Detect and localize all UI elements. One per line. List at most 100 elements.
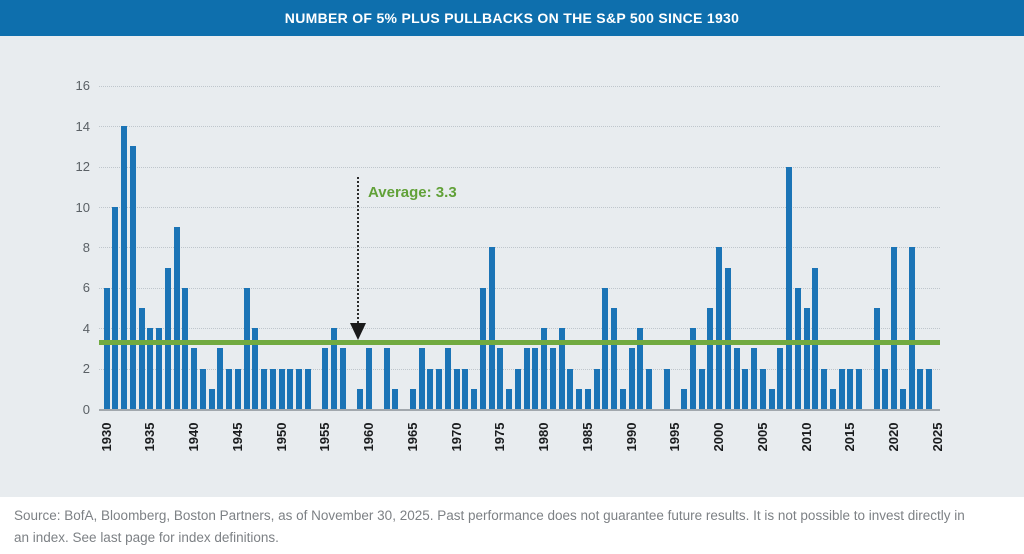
bar-1973 bbox=[479, 287, 486, 409]
x-axis-label-1965: 1965 bbox=[404, 422, 420, 452]
bar-1947 bbox=[252, 328, 259, 409]
x-axis-label-1970: 1970 bbox=[448, 422, 464, 452]
x-axis-label-1950: 1950 bbox=[273, 422, 289, 452]
bar-1940 bbox=[191, 348, 197, 409]
bar-1987 bbox=[602, 287, 609, 409]
bar-1980 bbox=[541, 328, 547, 409]
bar-2008 bbox=[786, 166, 792, 409]
bar-2003 bbox=[742, 368, 749, 409]
bar-1972 bbox=[471, 388, 477, 409]
y-axis-label-16: 16 bbox=[75, 78, 90, 94]
bar-1991 bbox=[637, 328, 644, 409]
y-axis-label-2: 2 bbox=[82, 361, 90, 377]
x-axis-label-2010: 2010 bbox=[798, 422, 814, 452]
bar-1956 bbox=[331, 328, 337, 409]
bar-1942 bbox=[208, 388, 215, 409]
bar-2015 bbox=[847, 368, 854, 409]
bar-1944 bbox=[226, 368, 232, 409]
bar-1930 bbox=[103, 287, 110, 409]
bar-1975 bbox=[497, 348, 504, 409]
bar-2018 bbox=[873, 308, 880, 409]
y-axis-label-10: 10 bbox=[75, 199, 90, 215]
x-axis-label-2020: 2020 bbox=[886, 422, 901, 452]
bar-1966 bbox=[418, 348, 425, 409]
y-axis-label-0: 0 bbox=[82, 401, 90, 417]
average-label: Average: 3.3 bbox=[368, 184, 457, 201]
bar-2019 bbox=[882, 368, 889, 409]
bar-1965 bbox=[409, 388, 416, 409]
average-line bbox=[99, 339, 940, 345]
bar-2014 bbox=[838, 368, 845, 409]
bar-1968 bbox=[436, 368, 442, 409]
bar-2011 bbox=[812, 267, 819, 409]
bar-1955 bbox=[322, 348, 329, 409]
bar-1978 bbox=[523, 348, 530, 409]
y-axis-label-6: 6 bbox=[82, 280, 90, 296]
bar-2021 bbox=[899, 388, 906, 409]
bar-1982 bbox=[558, 328, 565, 409]
bar-2020 bbox=[891, 247, 897, 409]
bar-chart: 0 2 4 6 8 10 12 14 16 1930 1935 1940 1945 1950 1955 196… bbox=[0, 36, 1024, 497]
x-axis-label-1975: 1975 bbox=[492, 422, 508, 452]
bar-1988 bbox=[611, 308, 617, 409]
bar-1962 bbox=[383, 348, 390, 409]
y-axis-label-4: 4 bbox=[82, 320, 90, 336]
bar-1983 bbox=[567, 368, 574, 409]
gridline-10 bbox=[99, 207, 940, 208]
bar-1932 bbox=[121, 126, 127, 409]
bar-1931 bbox=[112, 207, 119, 409]
bar-1969 bbox=[444, 348, 451, 409]
bar-1937 bbox=[164, 267, 171, 409]
bar-1976 bbox=[506, 388, 512, 409]
x-axis-label-2015: 2015 bbox=[842, 422, 858, 452]
bar-2006 bbox=[768, 388, 775, 409]
bar-1957 bbox=[339, 348, 346, 409]
bar-1963 bbox=[392, 388, 399, 409]
bar-2000 bbox=[716, 247, 722, 409]
gridline-14 bbox=[99, 126, 940, 128]
bar-1945 bbox=[234, 368, 241, 409]
x-axis-line bbox=[99, 409, 940, 411]
gridline-16 bbox=[99, 85, 940, 87]
bar-1946 bbox=[243, 287, 250, 409]
bar-1936 bbox=[156, 328, 162, 409]
gridline-12 bbox=[99, 166, 940, 168]
header-bar: NUMBER OF 5% PLUS PULLBACKS ON THE S&P 5… bbox=[0, 0, 1024, 36]
footer: Source: BofA, Bloomberg, Boston Partners… bbox=[0, 497, 1024, 554]
bar-2002 bbox=[733, 348, 740, 409]
bar-1941 bbox=[199, 368, 206, 409]
bar-1949 bbox=[269, 368, 276, 409]
bar-1977 bbox=[514, 368, 521, 409]
bar-2005 bbox=[759, 368, 766, 409]
bar-2001 bbox=[724, 267, 731, 409]
y-axis-label-14: 14 bbox=[75, 118, 90, 134]
bar-2022 bbox=[908, 247, 915, 409]
bar-2024 bbox=[926, 368, 932, 409]
bar-2009 bbox=[794, 287, 801, 409]
bar-1994 bbox=[663, 368, 670, 409]
average-arrow-line bbox=[357, 177, 359, 323]
bar-1984 bbox=[576, 388, 582, 409]
bar-1996 bbox=[681, 388, 687, 409]
chart-panel: 0 2 4 6 8 10 12 14 16 1930 1935 1940 1945 1950 1955 196… bbox=[0, 36, 1024, 497]
bar-1985 bbox=[584, 388, 591, 409]
bar-1959 bbox=[357, 388, 364, 409]
bar-2013 bbox=[829, 388, 836, 409]
bar-1948 bbox=[261, 368, 267, 409]
source-text-line2: an index. See last page for index defini… bbox=[14, 529, 279, 545]
bar-1933 bbox=[129, 146, 136, 409]
bar-1986 bbox=[593, 368, 600, 409]
x-axis-label-1960: 1960 bbox=[361, 422, 376, 452]
bar-1990 bbox=[628, 348, 635, 409]
bar-1938 bbox=[173, 227, 180, 409]
bar-1934 bbox=[138, 308, 145, 409]
bar-1974 bbox=[488, 247, 495, 409]
x-axis-label-1995: 1995 bbox=[667, 422, 683, 452]
bar-1999 bbox=[707, 308, 714, 409]
bar-2010 bbox=[803, 308, 810, 409]
bar-2023 bbox=[917, 368, 924, 409]
bar-1950 bbox=[278, 368, 285, 409]
x-axis-label-1985: 1985 bbox=[579, 422, 595, 452]
gridline-6 bbox=[99, 287, 940, 289]
x-axis-label-1990: 1990 bbox=[623, 422, 639, 452]
